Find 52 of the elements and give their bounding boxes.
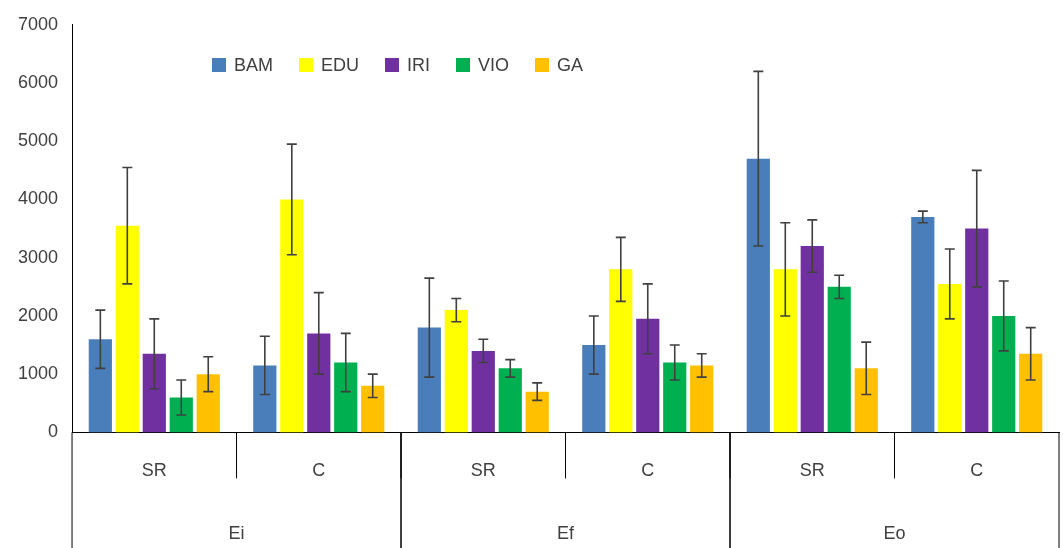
- y-tick-label: 1000: [18, 363, 59, 384]
- y-tick-label: 0: [48, 421, 59, 442]
- legend-label: VIO: [478, 54, 510, 76]
- y-tick-label: 3000: [18, 246, 59, 267]
- bar: [992, 315, 1016, 433]
- bar: [498, 368, 522, 433]
- bar: [746, 158, 770, 433]
- bar: [307, 333, 331, 433]
- bar: [417, 327, 441, 433]
- x-tick-label: SR: [141, 460, 167, 481]
- y-tick-label: 2000: [18, 304, 59, 325]
- legend-label: GA: [557, 54, 584, 76]
- bar: [361, 385, 385, 433]
- bar: [169, 397, 193, 433]
- y-tick-label: 6000: [18, 72, 59, 92]
- bar: [196, 374, 220, 433]
- bar: [965, 228, 989, 433]
- bar: [854, 368, 878, 433]
- bar: [663, 362, 687, 433]
- text: Eo: [883, 522, 906, 543]
- bar: [609, 269, 633, 433]
- x-tick-label: C: [312, 460, 326, 481]
- bar: [444, 310, 468, 433]
- bar: [911, 216, 935, 433]
- y-tick-label: 7000: [18, 13, 59, 34]
- y-tick-label: 5000: [18, 130, 59, 151]
- bar: [471, 350, 495, 433]
- x-tick-label: C: [641, 460, 655, 481]
- bar: [88, 339, 112, 433]
- text: Ef: [557, 522, 576, 543]
- legend-label: IRI: [407, 54, 431, 76]
- bar: [827, 286, 851, 433]
- bar: [800, 246, 824, 433]
- x-tick-label: SR: [799, 460, 825, 481]
- bar: [115, 225, 139, 433]
- bar: [280, 199, 304, 433]
- legend-label: BAM: [234, 54, 274, 76]
- x-tick-label: C: [970, 460, 984, 481]
- bar: [253, 365, 277, 433]
- bar: [582, 345, 606, 433]
- bar: [334, 362, 358, 433]
- text: Ei: [228, 522, 245, 543]
- bar: [1019, 353, 1043, 433]
- y-tick-label: 4000: [18, 188, 59, 209]
- legend-label: EDU: [321, 54, 360, 76]
- bar: [525, 391, 549, 433]
- bar: [690, 365, 714, 433]
- bar: [773, 269, 797, 433]
- bar: [938, 283, 962, 433]
- bar: [142, 353, 166, 433]
- bar: [636, 318, 660, 433]
- x-tick-label: SR: [470, 460, 496, 481]
